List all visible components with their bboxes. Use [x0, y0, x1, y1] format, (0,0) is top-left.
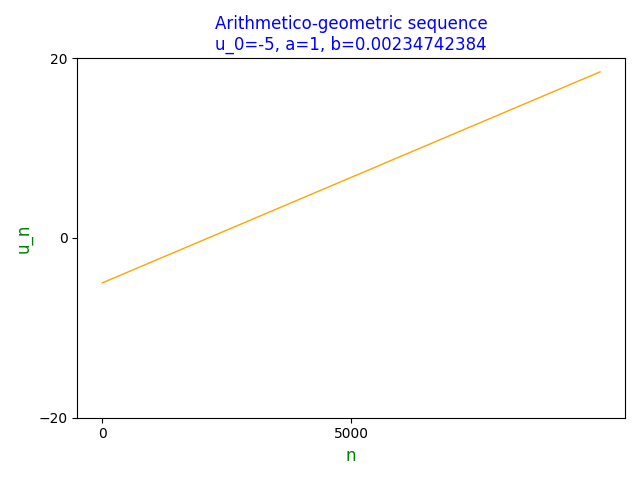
- X-axis label: n: n: [346, 447, 356, 465]
- Y-axis label: u_n: u_n: [15, 223, 33, 252]
- Title: Arithmetico-geometric sequence
u_0=-5, a=1, b=0.00234742384: Arithmetico-geometric sequence u_0=-5, a…: [215, 15, 488, 54]
